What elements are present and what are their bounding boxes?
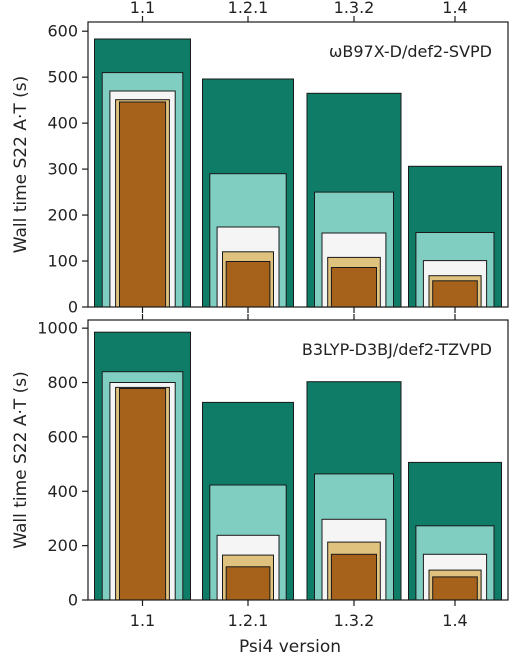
plot-frame [87,21,509,308]
x-top-tick-label: 1.1 [130,0,155,17]
x-top-tick-label: 1.3.2 [334,0,375,17]
bar-1-1-layer-5 [119,388,167,601]
y-axis-label: Wall time S22 A·T (s) [11,76,31,254]
bar-1-2-1-layer-5 [225,566,271,601]
x-tick-label: 1.4 [442,611,467,630]
panel-title: B3LYP-D3BJ/def2-TZVPD [302,340,492,359]
chart-panel-1: 0 100 200 300 400 500 600 1.1 1.2.1 1.3.2 1.4 ωB97X… [11,0,509,317]
y-tick-label: 800 [47,373,78,392]
y-tick-label: 600 [47,22,78,41]
y-tick-label: 0 [68,298,78,317]
bar-1-4-layer-5 [432,576,478,601]
x-tick-label: 1.1 [130,611,155,630]
bar-1-3-2-layer-5 [330,553,377,601]
y-tick-label: 200 [47,206,78,225]
bar-1-3-2-layer-5 [330,267,377,308]
bar-1-4-layer-5 [432,280,478,308]
x-top-tick-label: 1.4 [442,0,467,17]
x-tick-label: 1.2.1 [228,611,269,630]
y-tick-label: 0 [68,591,78,610]
y-tick-label: 300 [47,160,78,179]
y-tick-label: 100 [47,252,78,271]
plot-frame [87,319,509,601]
x-top-tick-label: 1.2.1 [228,0,269,17]
y-tick-label: 1000 [37,319,78,338]
x-axis-label: Psi4 version [239,637,341,655]
y-tick-label: 400 [47,114,78,133]
y-tick-label: 400 [47,482,78,501]
x-tick-label: 1.3.2 [334,611,375,630]
y-tick-label: 500 [47,68,78,87]
bar-1-2-1-layer-5 [225,261,271,308]
y-axis-label: Wall time S22 A·T (s) [11,371,31,549]
chart-panel-2: 0 200 400 600 800 1000 1.1 1.2.1 1.3.2 1.4 B3LYP-D… [11,314,509,655]
bar-1-1-layer-5 [119,101,167,308]
y-tick-label: 200 [47,536,78,555]
y-tick-label: 600 [47,427,78,446]
panel-title: ωB97X-D/def2-SVPD [329,42,492,61]
